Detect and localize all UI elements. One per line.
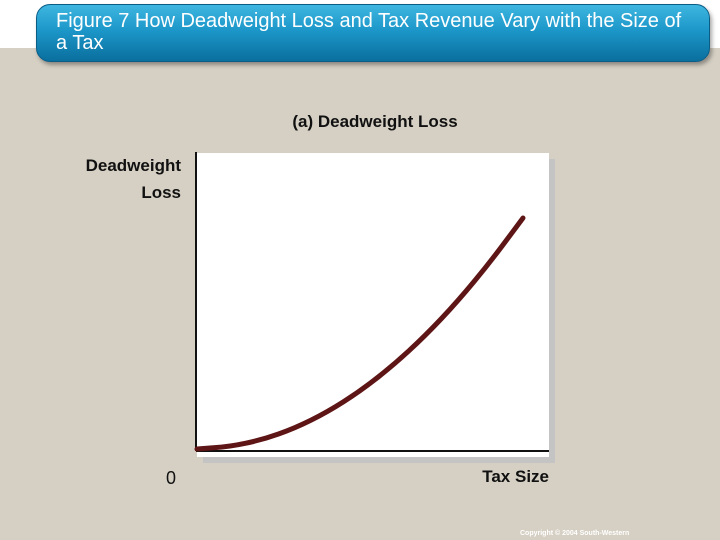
copyright-text: Copyright © 2004 South-Western <box>520 530 630 537</box>
chart-title: (a) Deadweight Loss <box>292 112 458 131</box>
origin-label: 0 <box>166 468 177 488</box>
title-banner <box>36 4 710 62</box>
x-axis-label: Tax Size <box>482 467 549 486</box>
y-axis-label-line-2: Loss <box>141 183 181 202</box>
y-axis-label: Deadweight Loss <box>40 152 181 206</box>
deadweight-loss-curve <box>194 215 526 452</box>
slide-title: Figure 7 How Deadweight Loss and Tax Rev… <box>56 10 682 54</box>
plot-area <box>197 153 549 457</box>
y-axis-label-line-1: Deadweight <box>85 156 181 175</box>
